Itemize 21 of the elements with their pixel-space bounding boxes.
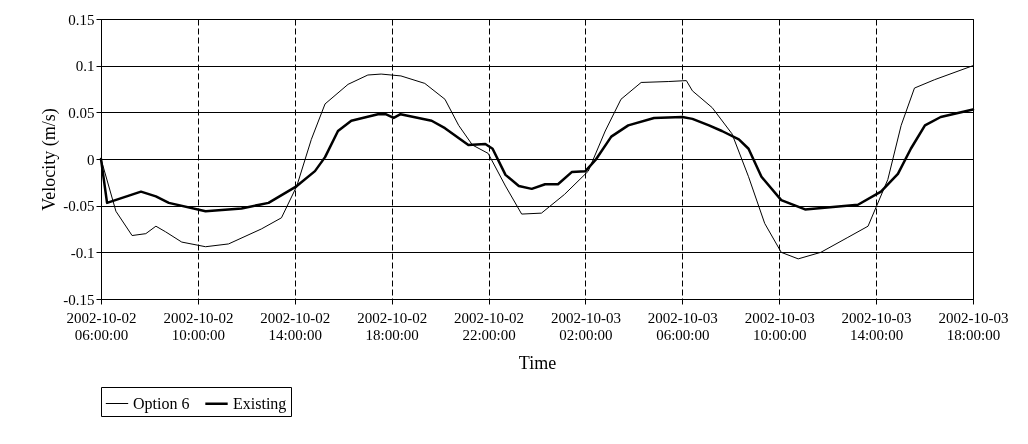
x-tick-label: 2002-10-03 02:00:00 bbox=[550, 309, 621, 343]
y-tick-label: 0.15 bbox=[68, 11, 95, 28]
x-tick-label: 2002-10-03 06:00:00 bbox=[647, 309, 718, 343]
y-tick-label: -0.15 bbox=[63, 291, 95, 308]
x-tick-label: 2002-10-03 18:00:00 bbox=[938, 309, 1009, 343]
x-tick-label: 2002-10-03 10:00:00 bbox=[744, 309, 815, 343]
y-axis-title: Velocity (m/s) bbox=[39, 108, 61, 211]
x-axis-title: Time bbox=[518, 352, 557, 373]
x-tick-label: 2002-10-03 14:00:00 bbox=[841, 309, 912, 343]
y-tick-label: -0.05 bbox=[63, 198, 95, 215]
legend-label: Existing bbox=[233, 394, 287, 413]
x-tick-label: 2002-10-02 06:00:00 bbox=[66, 309, 137, 343]
x-tick-label: 2002-10-02 18:00:00 bbox=[357, 309, 428, 343]
legend-label: Option 6 bbox=[133, 394, 190, 413]
x-tick-label: 2002-10-02 14:00:00 bbox=[260, 309, 331, 343]
y-tick-label: 0 bbox=[87, 151, 95, 168]
y-tick-label: 0.1 bbox=[75, 58, 95, 75]
x-tick-label: 2002-10-02 10:00:00 bbox=[163, 309, 234, 343]
y-tick-label: 0.05 bbox=[68, 104, 95, 121]
y-tick-label: -0.1 bbox=[70, 244, 95, 261]
x-tick-label: 2002-10-02 22:00:00 bbox=[454, 309, 525, 343]
